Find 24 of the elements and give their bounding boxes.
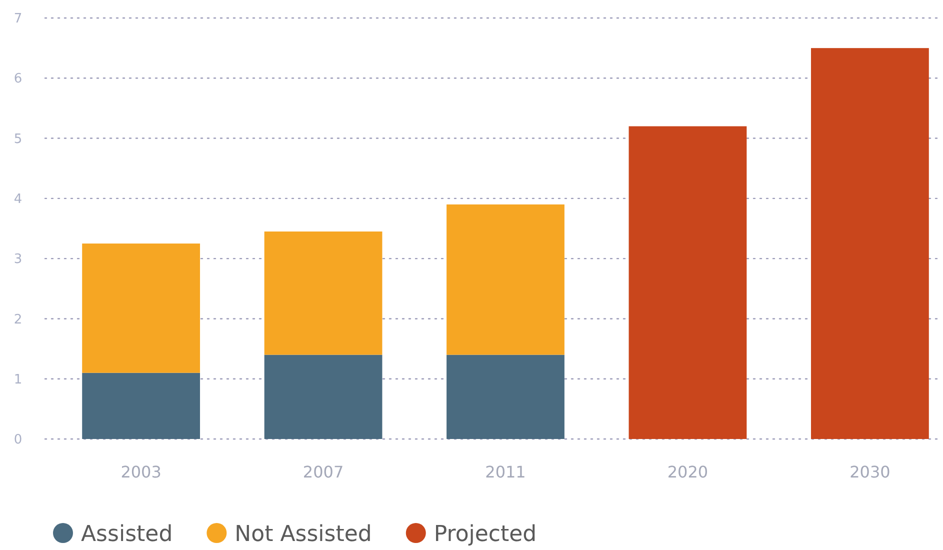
bar <box>628 126 747 439</box>
legend-label: Not Assisted <box>234 522 372 547</box>
legend-label: Projected <box>434 522 537 547</box>
x-tick-label: 2003 <box>120 462 162 482</box>
y-tick-label: 3 <box>14 252 22 268</box>
y-tick-label: 2 <box>14 312 22 328</box>
legend-label: Assisted <box>81 522 173 547</box>
y-tick-label: 4 <box>14 192 22 207</box>
bar <box>82 372 200 439</box>
bar <box>810 48 929 439</box>
x-tick-label: 2011 <box>485 462 526 482</box>
y-tick-label: 0 <box>14 432 22 448</box>
bar <box>446 204 564 355</box>
x-tick-label: 2020 <box>667 462 708 482</box>
y-tick-label: 6 <box>14 72 22 87</box>
bar <box>264 354 382 439</box>
x-tick-label: 2007 <box>302 462 344 482</box>
bar <box>264 232 382 355</box>
y-tick-label: 7 <box>14 12 22 27</box>
bar <box>82 244 200 373</box>
x-tick-label: 2030 <box>850 462 890 482</box>
y-tick-label: 5 <box>14 132 22 147</box>
bar <box>446 354 564 439</box>
y-tick-label: 1 <box>14 372 22 388</box>
